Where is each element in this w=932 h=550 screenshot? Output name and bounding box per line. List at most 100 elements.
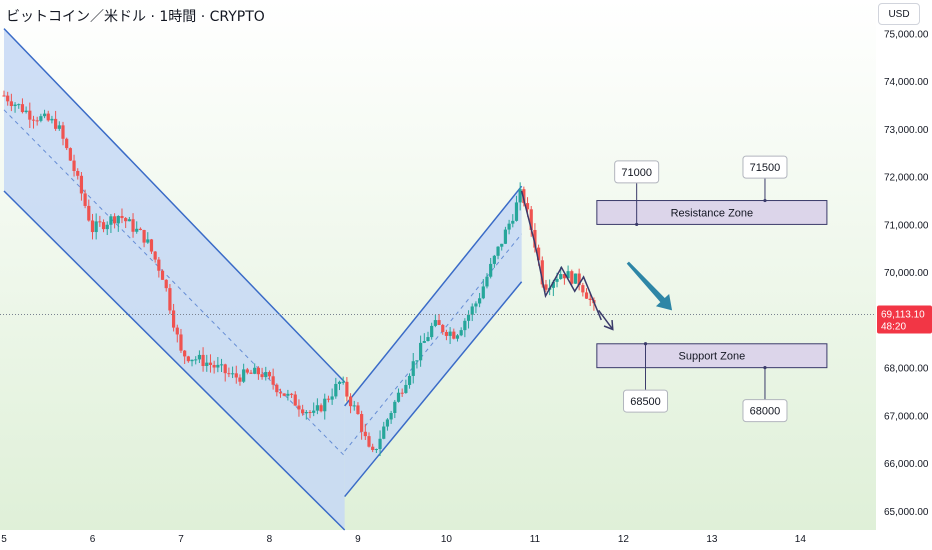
candle-body-66 <box>245 369 249 373</box>
candle-body-120 <box>444 331 449 336</box>
candle-body-115 <box>426 337 430 342</box>
last-price-badge <box>877 305 932 334</box>
candle-body-51 <box>190 359 194 362</box>
channel-falling-midline <box>3 109 346 457</box>
candle-body-91 <box>337 381 342 384</box>
candle-body-5 <box>20 104 25 113</box>
zigzag-path <box>520 190 602 321</box>
y-tick-label-6: 71,000.00 <box>884 220 929 231</box>
candle-body-6 <box>24 110 28 113</box>
y-tick-label-10: 75,000.00 <box>884 29 929 40</box>
candle-body-147 <box>544 284 548 290</box>
candle-body-152 <box>562 274 567 279</box>
candle-body-34 <box>127 219 131 222</box>
candle-body-80 <box>297 405 301 410</box>
candle-body-112 <box>415 360 419 362</box>
candle-body-90 <box>334 383 338 397</box>
currency-selector-button[interactable]: USD <box>878 3 920 25</box>
candle-body-18 <box>68 148 72 161</box>
candle-body-45 <box>168 288 172 311</box>
x-tick-label-2: 7 <box>178 534 184 545</box>
candle-body-117 <box>433 320 437 326</box>
candle-body-125 <box>463 320 467 331</box>
candle-body-17 <box>65 138 69 149</box>
candle-body-70 <box>260 374 264 378</box>
x-tick-label-0: 5 <box>1 534 7 545</box>
y-tick-label-5: 70,000.00 <box>884 268 929 279</box>
candle-body-8 <box>31 119 36 121</box>
level-label-0: 71000 <box>621 167 652 179</box>
candle-body-96 <box>356 405 360 415</box>
time-axis-background <box>0 530 876 550</box>
candle-body-84 <box>312 410 316 413</box>
candle-body-56 <box>208 362 213 365</box>
candle-body-59 <box>219 364 224 366</box>
level-box-0 <box>614 160 660 184</box>
level-label-3: 68000 <box>750 406 781 418</box>
candle-body-116 <box>430 325 434 338</box>
candle-body-150 <box>555 278 559 282</box>
x-tick-label-8: 13 <box>706 534 718 545</box>
last-price-label: 69,113.10 <box>881 310 925 321</box>
candle-body-77 <box>286 393 290 396</box>
candle-body-121 <box>448 331 452 336</box>
candle-body-28 <box>105 224 109 230</box>
candle-body-156 <box>577 273 581 286</box>
candle-body-159 <box>588 298 592 301</box>
candle-body-19 <box>72 160 76 171</box>
candle-body-38 <box>142 229 146 243</box>
x-tick-label-1: 6 <box>90 534 96 545</box>
candle-body-76 <box>282 393 286 396</box>
candle-body-43 <box>160 270 165 280</box>
candle-body-92 <box>341 381 345 383</box>
chart-title: ビットコイン／米ドル · 1時間 · CRYPTO <box>6 9 265 25</box>
candle-body-0 <box>2 95 6 97</box>
level-anchor-dot-3 <box>763 366 767 370</box>
candle-body-137 <box>507 223 511 230</box>
candle-body-42 <box>157 259 161 271</box>
candle-body-134 <box>496 246 500 256</box>
candle-body-94 <box>348 396 353 407</box>
candle-body-99 <box>367 436 371 447</box>
candle-body-143 <box>529 209 533 230</box>
candle-body-108 <box>400 392 404 394</box>
candle-body-107 <box>396 392 401 402</box>
y-tick-label-9: 74,000.00 <box>884 77 929 88</box>
x-tick-label-3: 8 <box>267 534 273 545</box>
candle-body-24 <box>90 220 95 233</box>
candle-body-114 <box>422 341 426 343</box>
small-arrow-shaft-1 <box>598 309 614 330</box>
candle-body-10 <box>39 116 43 121</box>
candle-body-151 <box>559 274 563 279</box>
candle-body-138 <box>511 220 515 224</box>
candle-body-50 <box>186 356 190 362</box>
candle-body-41 <box>153 251 157 260</box>
candle-body-57 <box>212 364 216 368</box>
candle-body-153 <box>566 271 570 279</box>
x-tick-label-6: 11 <box>530 534 541 545</box>
candle-body-67 <box>249 372 253 374</box>
zone-box-1 <box>596 343 828 369</box>
candle-body-30 <box>113 216 117 224</box>
candle-body-22 <box>83 193 87 206</box>
y-tick-label-2: 67,000.00 <box>884 411 929 422</box>
candle-body-146 <box>540 260 544 285</box>
candle-body-53 <box>197 354 202 360</box>
candle-body-63 <box>234 373 238 378</box>
candle-body-73 <box>271 376 275 385</box>
level-box-2 <box>623 389 669 413</box>
channel-rising-fill <box>344 186 522 497</box>
y-tick-label-1: 66,000.00 <box>884 459 929 470</box>
candle-body-65 <box>242 369 246 382</box>
candle-body-129 <box>478 298 482 304</box>
candle-body-78 <box>289 393 294 395</box>
candle-body-130 <box>481 286 485 299</box>
candle-body-135 <box>500 243 504 247</box>
candle-body-140 <box>518 189 522 203</box>
candle-body-123 <box>455 335 460 339</box>
candle-body-87 <box>323 398 327 412</box>
candle-body-16 <box>61 125 65 139</box>
candle-body-4 <box>17 104 21 106</box>
candle-body-93 <box>345 381 349 397</box>
